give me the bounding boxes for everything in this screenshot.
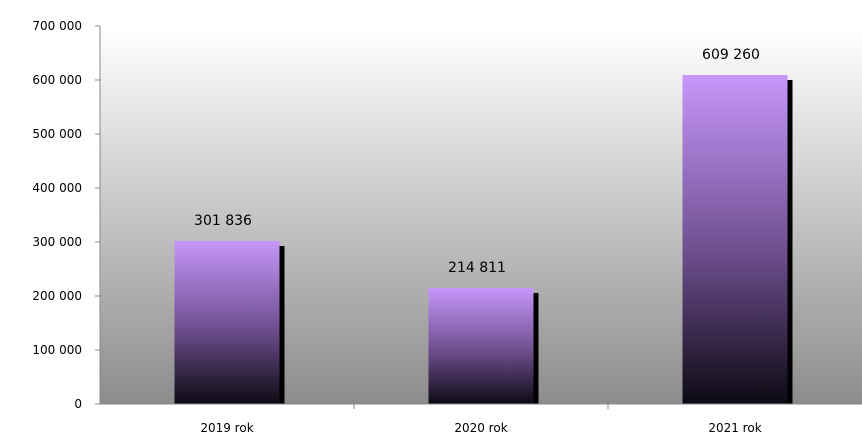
y-tick-label: 200 000	[32, 289, 82, 303]
axes-group	[95, 25, 862, 409]
bar-2	[428, 288, 534, 404]
y-tick-label: 500 000	[32, 127, 82, 141]
bar-1	[174, 241, 280, 404]
data-label: 214 811	[448, 260, 506, 276]
y-tick-label: 600 000	[32, 73, 82, 87]
data-label: 301 836	[194, 213, 252, 229]
bars-group	[174, 74, 793, 404]
y-tick-label: 700 000	[32, 19, 82, 33]
bar-3	[682, 74, 788, 404]
y-tick-label: 300 000	[32, 235, 82, 249]
y-tick-label: 100 000	[32, 343, 82, 357]
y-tick-label: 0	[74, 397, 82, 411]
x-tick-label: 2021 rok	[708, 421, 761, 435]
y-tick-label: 400 000	[32, 181, 82, 195]
labels-group: 301 836 2019 rok 214 811 2020 rok 609 260 202…	[32, 19, 761, 435]
x-tick-label: 2019 rok	[200, 421, 253, 435]
x-tick-label: 2020 rok	[454, 421, 507, 435]
data-label: 609 260	[702, 47, 760, 63]
